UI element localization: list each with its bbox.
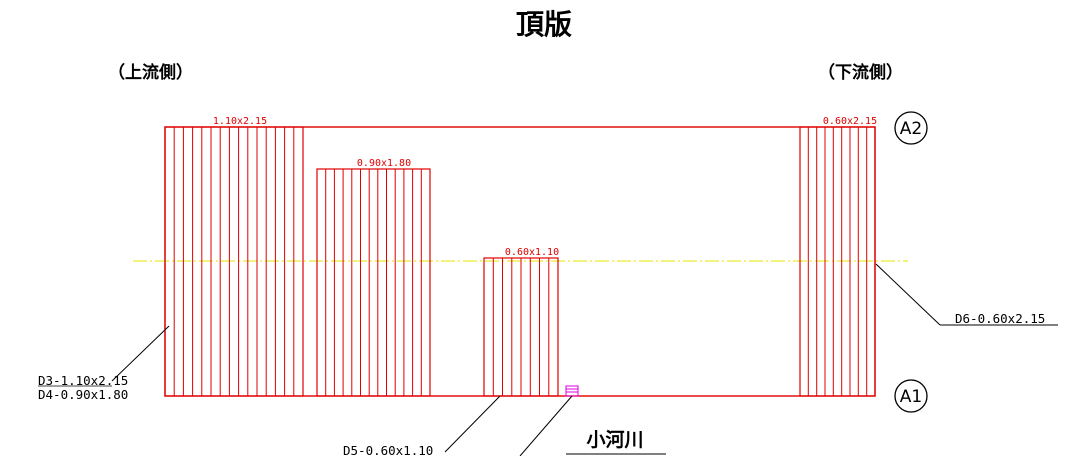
callout-d4: D4-0.90x1.80 (38, 387, 128, 402)
opening-d4 (316, 168, 431, 397)
river-label: 小河川 (586, 429, 643, 451)
upstream-label: （上流側） (108, 62, 193, 83)
opening-d3 (164, 126, 304, 397)
pipe-marker (565, 385, 579, 397)
opening-size-label: 0.60x2.15 (823, 116, 877, 127)
opening-d6-outline (799, 126, 876, 397)
opening-size-label: 1.10x2.15 (213, 116, 267, 127)
axis-a1-marker: A1 (894, 379, 928, 413)
opening-d3-outline (164, 126, 304, 397)
axis-a2-marker: A2 (894, 111, 928, 145)
callout-d6: D6-0.60x2.15 (955, 311, 1045, 326)
drawing-title: 頂版 (516, 8, 572, 41)
callout-d3: D3-1.10x2.15 (38, 373, 128, 388)
axis-a1-label: A1 (900, 387, 922, 407)
axis-a2-label: A2 (900, 119, 922, 139)
callout-d5: D5-0.60x1.10 (343, 443, 433, 456)
leader-d6 (875, 263, 941, 326)
leader-d3 (111, 325, 170, 382)
opening-size-label: 0.60x1.10 (505, 247, 559, 258)
opening-d5 (483, 257, 559, 397)
leader-pipe (519, 395, 573, 456)
opening-d4-outline (316, 168, 431, 397)
opening-d6 (799, 126, 876, 397)
leader-d5 (444, 395, 501, 453)
opening-size-label: 0.90x1.80 (357, 158, 411, 169)
downstream-label: （下流側） (818, 62, 903, 83)
